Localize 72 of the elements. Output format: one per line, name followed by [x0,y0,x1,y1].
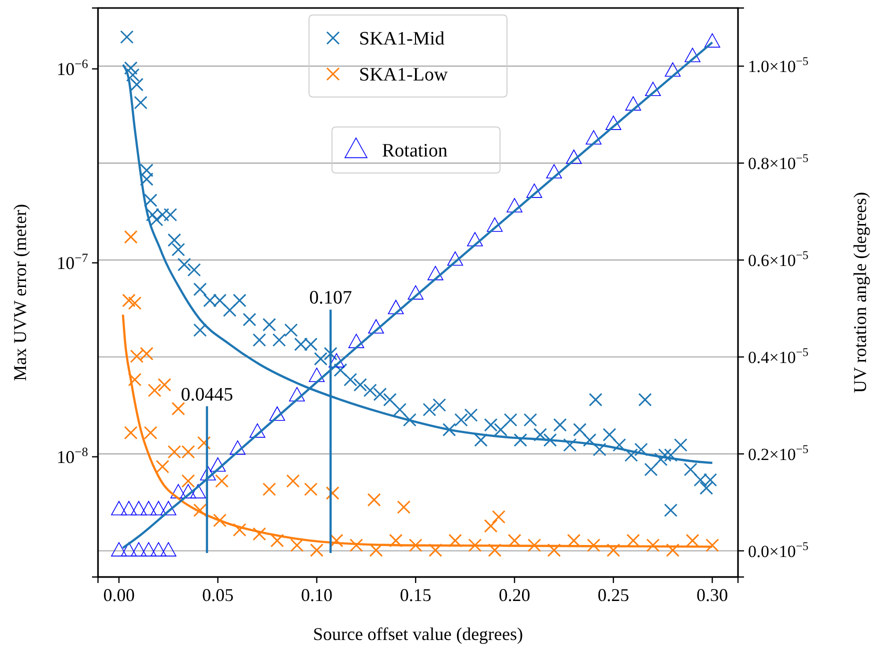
point [197,436,211,450]
x-tick-label: 0.05 [202,585,234,605]
y2-tick-label: 0.8×10$^{−5}$ [748,151,809,174]
x-tick-label: 0.10 [300,585,332,605]
point [528,538,542,552]
point [128,296,142,310]
point [492,510,506,524]
y-axis-title: Max UVW error (meter) [10,204,30,382]
point [508,534,522,548]
point [326,486,340,500]
point [290,538,304,552]
point [547,543,561,557]
point [124,426,138,440]
point [367,493,381,507]
point [484,519,498,533]
point [397,500,411,514]
point [181,474,195,488]
point [122,294,136,308]
point [158,378,172,392]
point [128,372,142,386]
point [606,543,620,557]
y2-tick-label: 0.2×10$^{−5}$ [748,442,809,464]
point [270,534,284,548]
y2-tick-label: 0.6×10$^{−5}$ [748,248,809,270]
point [213,514,227,528]
y2-tick-label: 0.4×10$^{−5}$ [748,344,809,367]
point [626,534,640,548]
point [706,538,720,552]
y2-tick-label: 0.0×10$^{−5}$ [748,538,809,561]
point [286,474,300,488]
point [350,538,364,552]
legend-label: Rotation [382,140,448,162]
y-tick-label: 10$^{−6}$ [56,57,88,80]
point [686,534,700,548]
point [389,534,403,548]
y-tick-label: 10$^{−8}$ [56,445,88,468]
point [428,543,442,557]
y-tick-label: 10$^{−7}$ [56,251,88,274]
ref-line-label: 0.107 [309,288,352,309]
legend-label: SKA1-Low [359,64,448,86]
ref-line-label: 0.0445 [180,384,234,406]
point [262,482,276,496]
y2-axis-title: UV rotation angle (degrees) [850,192,870,394]
point [310,543,324,557]
point [148,384,162,398]
point [666,543,680,557]
point [646,538,660,552]
point [408,538,422,552]
x-tick-label: 0.25 [598,585,630,605]
x-axis-title: Source offset value (degrees) [312,624,524,644]
point [232,523,246,537]
legend-label: SKA1-Mid [359,28,446,50]
point [330,534,344,548]
point [488,543,502,557]
x-tick-label: 0.20 [498,585,530,605]
point [468,538,482,552]
point [215,474,229,488]
point [193,504,207,518]
point [304,482,318,496]
y2-tick-label: 1.0×10$^{−5}$ [748,54,809,76]
point [144,426,158,440]
point [124,230,138,244]
x-tick-label: 0.30 [696,585,728,605]
point [567,534,581,548]
point [252,527,266,541]
point [448,534,462,548]
x-tick-label: 0.15 [400,585,432,605]
x-tick-label: 0.00 [103,585,135,605]
point [369,543,383,557]
point [586,538,600,552]
point [156,460,170,474]
point [172,402,186,416]
